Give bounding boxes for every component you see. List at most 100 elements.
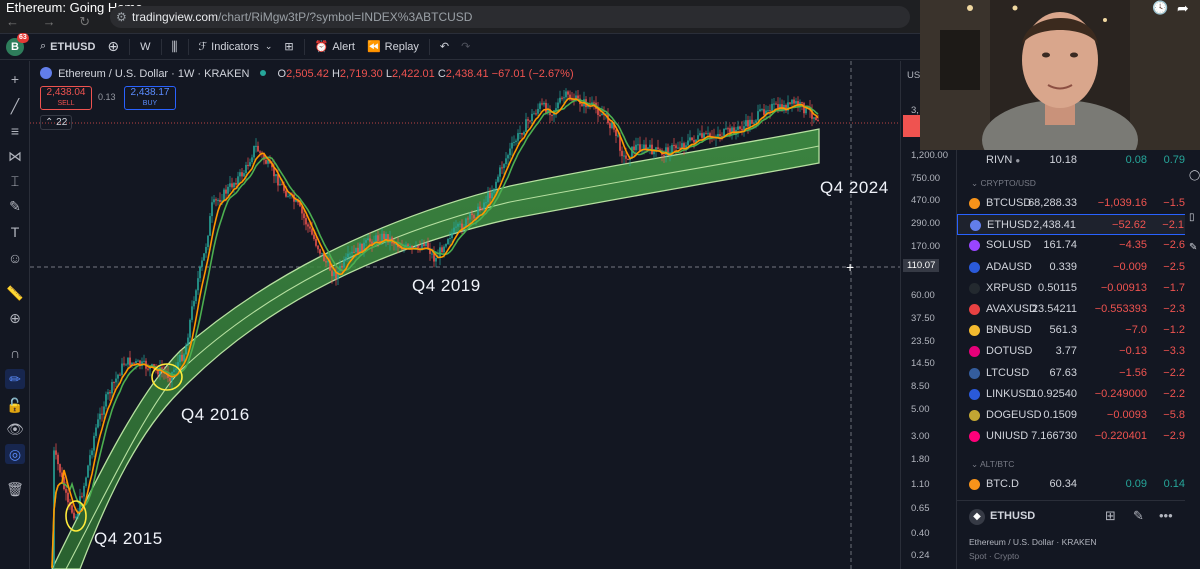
watchlist-section-alt[interactable]: ALT/BTC [971,459,1014,470]
candle-body [123,363,125,365]
url-bar[interactable]: ⚙ tradingview.com/chart/RiMgw3tP/?symbol… [110,6,910,28]
avatar[interactable]: B 63 [6,32,29,56]
redo-button[interactable]: ↷ [455,34,476,60]
candle-body [187,337,189,346]
buy-button[interactable]: 2,438.17 BUY [124,86,176,110]
watchlist-row-dotusd[interactable]: DOTUSD 3.77 −0.13 −3.3 [957,341,1187,362]
text-tool-icon[interactable]: T [10,224,20,240]
chart-pane[interactable]: + Ethereum / U.S. Dollar · 1W · KRAKEN O… [30,61,900,569]
ruler-tool-icon[interactable]: 📏 [6,285,24,301]
candle-body [519,133,521,135]
watchlist-row-btcd[interactable]: BTC.D 60.34 0.09 0.14 [957,474,1187,495]
browser-nav-icons[interactable]: ← → ↻ [6,14,101,29]
chat-icon[interactable]: ◯ [1189,170,1200,181]
watchlist-change: −1.56 [1119,366,1147,379]
fib-tool-icon[interactable]: ≡ [10,123,20,139]
trash-icon[interactable]: 🗑 [6,481,24,497]
watchlist-symbol: SOLUSD [986,239,1032,252]
watchlist-symbol: RIVN ● [986,154,1021,166]
candle-body [359,243,361,254]
chart-legend: Ethereum / U.S. Dollar · 1W · KRAKEN O2,… [40,67,574,80]
undo-button[interactable]: ↶ [434,34,455,60]
watchlist-row-btcusd[interactable]: BTCUSD 68,288.33 −1,039.16 −1.5 [957,193,1187,214]
watchlist-change: −1,039.16 [1097,197,1147,209]
candle-body [741,128,743,131]
interval-button[interactable]: W [140,40,151,53]
watchlist-row-linkusd[interactable]: LINKUSD 10.92540 −0.249000 −2.2 [957,384,1187,405]
alert-button[interactable]: ⏰ Alert [309,34,361,60]
band-midline [65,145,820,569]
replay-button[interactable]: ⏪ Replay [361,34,425,60]
highlight-circle-2015 [65,500,87,532]
watchlist-row-ltcusd[interactable]: LTCUSD 67.63 −1.56 −2.2 [957,363,1187,384]
ohlc-low-key: L [385,68,392,80]
brush-tool-icon[interactable]: ✎ [9,198,21,214]
candle-body [479,206,481,209]
candle-body [645,144,647,150]
symbol-search-button[interactable]: ⌕ ETHUSD [34,34,101,60]
layouts-button[interactable]: ⊞ [278,34,299,60]
watchlist-row-adausd[interactable]: ADAUSD 0.339 −0.009 −2.5 [957,257,1187,278]
candle-body [239,172,241,177]
eye-icon[interactable]: 👁 [6,421,24,437]
zoom-in-tool-icon[interactable]: ⊕ [9,310,21,326]
details-symbol[interactable]: ETHUSD [990,510,1036,522]
trend-line-tool-icon[interactable]: ╱ [10,98,20,114]
grid-icon[interactable]: ⊞ [1105,508,1116,523]
candle-body [441,247,443,253]
crosshair-tool-icon[interactable]: + [10,71,20,87]
bookmark-icon[interactable]: ▯ [1189,212,1195,223]
candle-body [121,363,123,375]
candle-body [787,102,789,111]
candle-body [191,306,193,320]
watchlist-row-xrpusd[interactable]: XRPUSD 0.50115 −0.00913 −1.7 [957,278,1187,299]
forecast-tool-icon[interactable]: ⌶ [10,173,20,189]
watchlist-symbol: LINKUSD [986,387,1034,400]
stay-in-drawing-mode-icon[interactable]: ✏ [5,369,25,389]
candle-body [791,99,793,104]
emoji-tool-icon[interactable]: ☺ [7,250,23,266]
candle-body [721,136,723,138]
candle-body [543,102,545,105]
site-settings-icon[interactable]: ⚙ [116,10,127,24]
compare-button[interactable]: ⊕ [101,34,125,60]
watchlist-row-bnbusd[interactable]: BNBUSD 561.3 −7.0 −1.2 [957,320,1187,341]
indicators-toggle[interactable]: ⌃ 22 [40,115,73,130]
chart-type-button[interactable]: ⫼ [166,34,184,60]
sell-button[interactable]: 2,438.04 SELL [40,86,92,110]
candle-body [725,128,727,130]
candle-body [733,127,735,135]
candle-body [237,176,239,185]
watchlist-row-solusd[interactable]: SOLUSD 161.74 −4.35 −2.6 [957,235,1187,256]
watchlist-row-dogeusd[interactable]: DOGEUSD 0.1509 −0.0093 −5.8 [957,405,1187,426]
edit-icon[interactable]: ✎ [1189,242,1198,253]
lock-icon[interactable]: 🔓 [6,397,24,413]
watchlist-last: 0.1509 [1043,409,1077,421]
indicators-label: Indicators [211,40,259,53]
watchlist-row-avaxusd[interactable]: AVAXUSD 23.54211 −0.553393 −2.3 [957,299,1187,320]
candle-body [767,110,769,112]
candle-body [477,206,479,218]
more-icon[interactable]: ••• [1159,508,1173,523]
globe-icon[interactable]: ◎ [5,444,25,464]
candle-body [227,186,229,194]
candle-body [327,260,329,263]
candle-body [517,133,519,141]
watchlist-row-rivn[interactable]: RIVN ● 10.18 0.08 0.79 [957,150,1187,171]
candle-body [621,150,623,157]
pattern-tool-icon[interactable]: ⋈ [8,148,22,164]
price-level-label: 0.24 [911,550,930,561]
chart-toolbar: B 63 ⌕ ETHUSD ⊕ W ⫼ ℱ Indicators ⌄ ⊞ ⏰ A… [0,32,920,60]
candle-body [395,243,397,245]
watchlist-section-crypto[interactable]: CRYPTO/USD [971,178,1035,189]
edit-icon[interactable]: ✎ [1133,508,1144,523]
toolbar-divider [129,38,131,55]
watchlist-row-uniusd[interactable]: UNIUSD 7.166730 −0.220401 −2.9 [957,426,1187,447]
ohlc-close-key: C [437,68,446,80]
price-chart[interactable]: + [30,61,900,569]
candle-body [503,164,505,169]
watchlist-row-ethusd[interactable]: ETHUSD 2,438.41 −52.62 −2.1 [957,214,1187,236]
indicators-button[interactable]: ℱ Indicators ⌄ [193,34,279,60]
candle-body [425,242,427,247]
magnet-tool-icon[interactable]: ∩ [9,345,21,361]
